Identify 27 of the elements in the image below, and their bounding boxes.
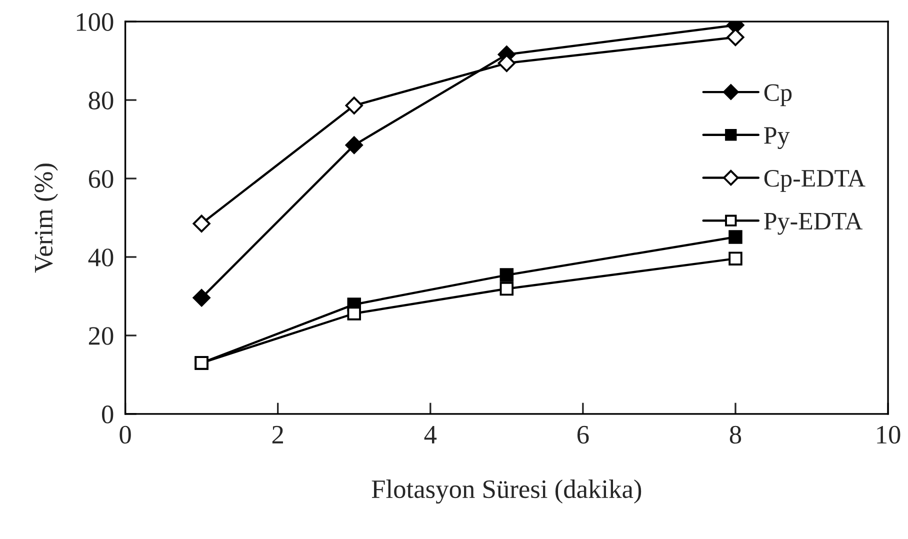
- y-tick-label: 0: [102, 406, 114, 424]
- point: [347, 306, 361, 320]
- legend-label: Py: [764, 127, 790, 150]
- legend-label: Cp: [764, 84, 792, 106]
- x-tick-label: 0: [120, 426, 131, 444]
- y-tick-label: 60: [88, 170, 114, 188]
- point: [728, 252, 742, 266]
- x-tick-label: 10: [877, 426, 900, 444]
- legend-label: Cp-EDTA: [764, 170, 866, 192]
- point: [500, 268, 514, 282]
- y-tick-label: 80: [88, 92, 114, 110]
- y-tick-label: 40: [88, 248, 114, 266]
- y-tick-label: 100: [76, 13, 114, 31]
- legend-label: Py-EDTA: [764, 212, 863, 235]
- point: [192, 214, 210, 232]
- y-axis-title: Verim (%): [34, 164, 58, 273]
- x-tick-label: 4: [424, 426, 437, 444]
- point: [192, 288, 210, 307]
- point: [728, 230, 742, 244]
- y-tick-label: 20: [88, 327, 114, 345]
- x-tick-label: 2: [272, 426, 283, 444]
- x-axis-title: Flotasyon Süresi (dakika): [372, 480, 642, 504]
- point: [500, 282, 514, 296]
- x-tick-label: 8: [730, 426, 742, 444]
- point: [345, 136, 363, 154]
- point: [345, 96, 363, 114]
- x-tick-label: 6: [577, 426, 589, 444]
